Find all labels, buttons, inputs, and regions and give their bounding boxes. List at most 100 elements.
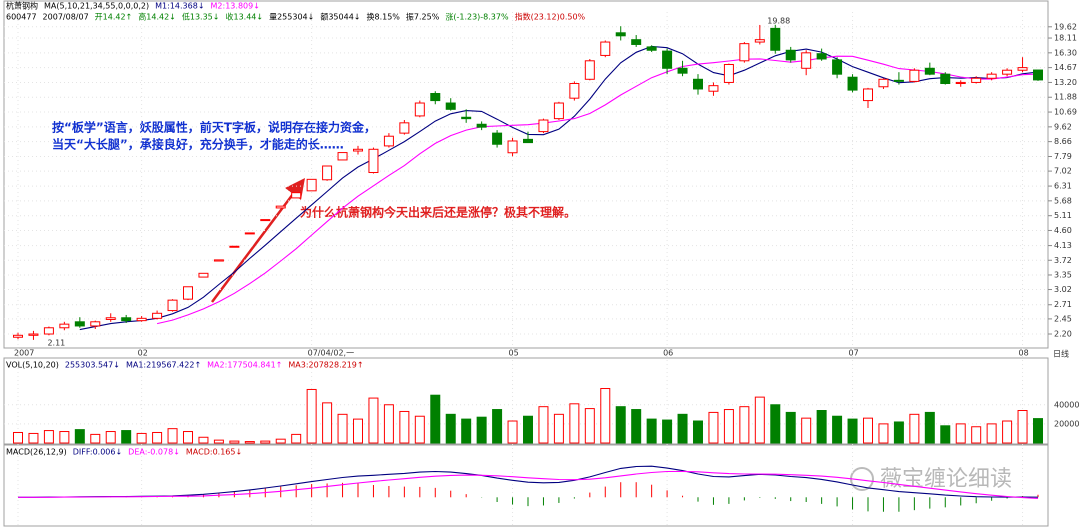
ma-line xyxy=(156,55,1039,325)
volume-bar xyxy=(430,394,441,444)
candle-body xyxy=(677,67,688,74)
macd-line xyxy=(18,470,1039,500)
candle-body xyxy=(383,135,394,147)
ma-line xyxy=(79,45,1039,331)
candle-body xyxy=(600,41,611,56)
candle-body xyxy=(167,299,178,312)
candle-body xyxy=(584,60,595,80)
volume-panel xyxy=(3,357,1049,445)
header-text: 换8.15% xyxy=(367,12,401,22)
candle-body xyxy=(492,132,503,145)
volume-bar xyxy=(708,411,719,444)
candle-body xyxy=(1017,67,1028,71)
volume-bar xyxy=(74,429,85,444)
price-panel xyxy=(3,0,1049,349)
volume-bar xyxy=(801,417,812,444)
volume-bar xyxy=(383,404,394,444)
candle-body xyxy=(801,52,812,69)
y-tick-label: 5.68 xyxy=(1054,196,1072,205)
candle-body xyxy=(955,81,966,85)
annotation: 为什么杭萧钢构今天出来后还是涨停？极其不理解。 xyxy=(300,205,576,220)
volume-bar xyxy=(105,431,116,444)
y-tick-label: 11.88 xyxy=(1054,93,1077,102)
header-text: 指数(23.12)0.50% xyxy=(515,12,586,22)
volume-bar xyxy=(198,436,209,444)
candle-body xyxy=(322,165,333,181)
volume-bar xyxy=(955,423,966,444)
annotation: 当天“大长腿”，承接良好，充分换手，才能走的长…… xyxy=(52,137,344,152)
y-tick-label: 18.11 xyxy=(1054,34,1077,43)
candle-body xyxy=(553,102,564,120)
volume-bar xyxy=(183,431,193,444)
candle-body xyxy=(816,53,827,60)
volume-bar xyxy=(260,440,271,444)
y-tick-label: 3.72 xyxy=(1054,256,1072,265)
volume-bar xyxy=(136,432,147,444)
header-text: 开14.42↑ xyxy=(95,13,133,22)
volume-bar xyxy=(244,441,255,444)
volume-bar xyxy=(770,404,781,444)
volume-bar xyxy=(43,430,54,444)
volume-bar xyxy=(1002,420,1013,444)
x-tick-label: 08 xyxy=(1019,349,1029,358)
candle-body xyxy=(754,39,765,43)
candle-body xyxy=(291,192,302,199)
volume-bar xyxy=(909,413,920,444)
volume-bar xyxy=(414,415,425,444)
volume-bar xyxy=(59,431,70,444)
y-tick-label: 200000 xyxy=(1054,419,1080,428)
volume-bar xyxy=(600,388,611,444)
volume-bar xyxy=(785,411,796,444)
candle-body xyxy=(615,32,626,37)
candle-body xyxy=(723,63,734,83)
header-text: 收13.44↓ xyxy=(225,12,263,22)
volume-bar xyxy=(399,410,410,444)
candle-body xyxy=(832,59,843,75)
y-tick-label: 2.45 xyxy=(1054,314,1072,323)
volume-bar xyxy=(213,439,224,444)
volume-bar xyxy=(569,403,580,444)
volume-bar xyxy=(893,421,904,444)
x-tick-label: 2007 xyxy=(14,349,34,358)
header-text: DEA:-0.078↓ xyxy=(128,448,180,457)
y-tick-label: 16.30 xyxy=(1054,48,1077,57)
volume-bar xyxy=(90,433,101,444)
y-tick-label: 13.20 xyxy=(1054,78,1077,87)
volume-bar xyxy=(461,418,472,444)
period-label: 日线 xyxy=(1053,349,1069,359)
header-text: MACD:0.165↓ xyxy=(186,448,242,457)
arrow xyxy=(211,178,305,303)
volume-bar xyxy=(924,411,935,444)
volume-bar xyxy=(28,432,39,444)
y-tick-label: 2.20 xyxy=(1054,330,1072,339)
candle-body xyxy=(693,78,703,90)
candle-body xyxy=(770,27,781,51)
y-tick-label: 14.67 xyxy=(1054,63,1077,72)
volume-bar xyxy=(816,410,827,444)
candle-body xyxy=(430,93,441,102)
macd-panel xyxy=(3,444,1049,527)
volume-bar xyxy=(538,406,549,444)
candle-body xyxy=(631,39,642,45)
high-label: 19.88 xyxy=(767,16,790,25)
candle-body xyxy=(1033,69,1043,81)
header-text: MA2:177504.841↑ xyxy=(207,361,282,370)
volume-bar xyxy=(739,406,750,444)
candle-body xyxy=(198,272,209,278)
candle-body xyxy=(785,49,796,61)
candle-body xyxy=(337,152,348,161)
header-text: 高14.42↓ xyxy=(138,12,176,22)
volume-bar xyxy=(863,417,873,444)
candle-body xyxy=(986,73,997,79)
candle-body xyxy=(878,78,889,88)
volume-bar xyxy=(1033,418,1043,444)
volume-bar xyxy=(275,438,286,444)
volume-bar xyxy=(693,420,703,444)
x-tick-label: 06 xyxy=(663,349,673,358)
candle-body xyxy=(105,317,116,320)
header-text: MA3:207828.219↑ xyxy=(288,361,363,370)
y-tick-label: 7.02 xyxy=(1054,167,1072,176)
candle-body xyxy=(28,333,39,336)
header-text: 量255304↓ xyxy=(269,13,314,22)
volume-bar xyxy=(476,416,487,444)
